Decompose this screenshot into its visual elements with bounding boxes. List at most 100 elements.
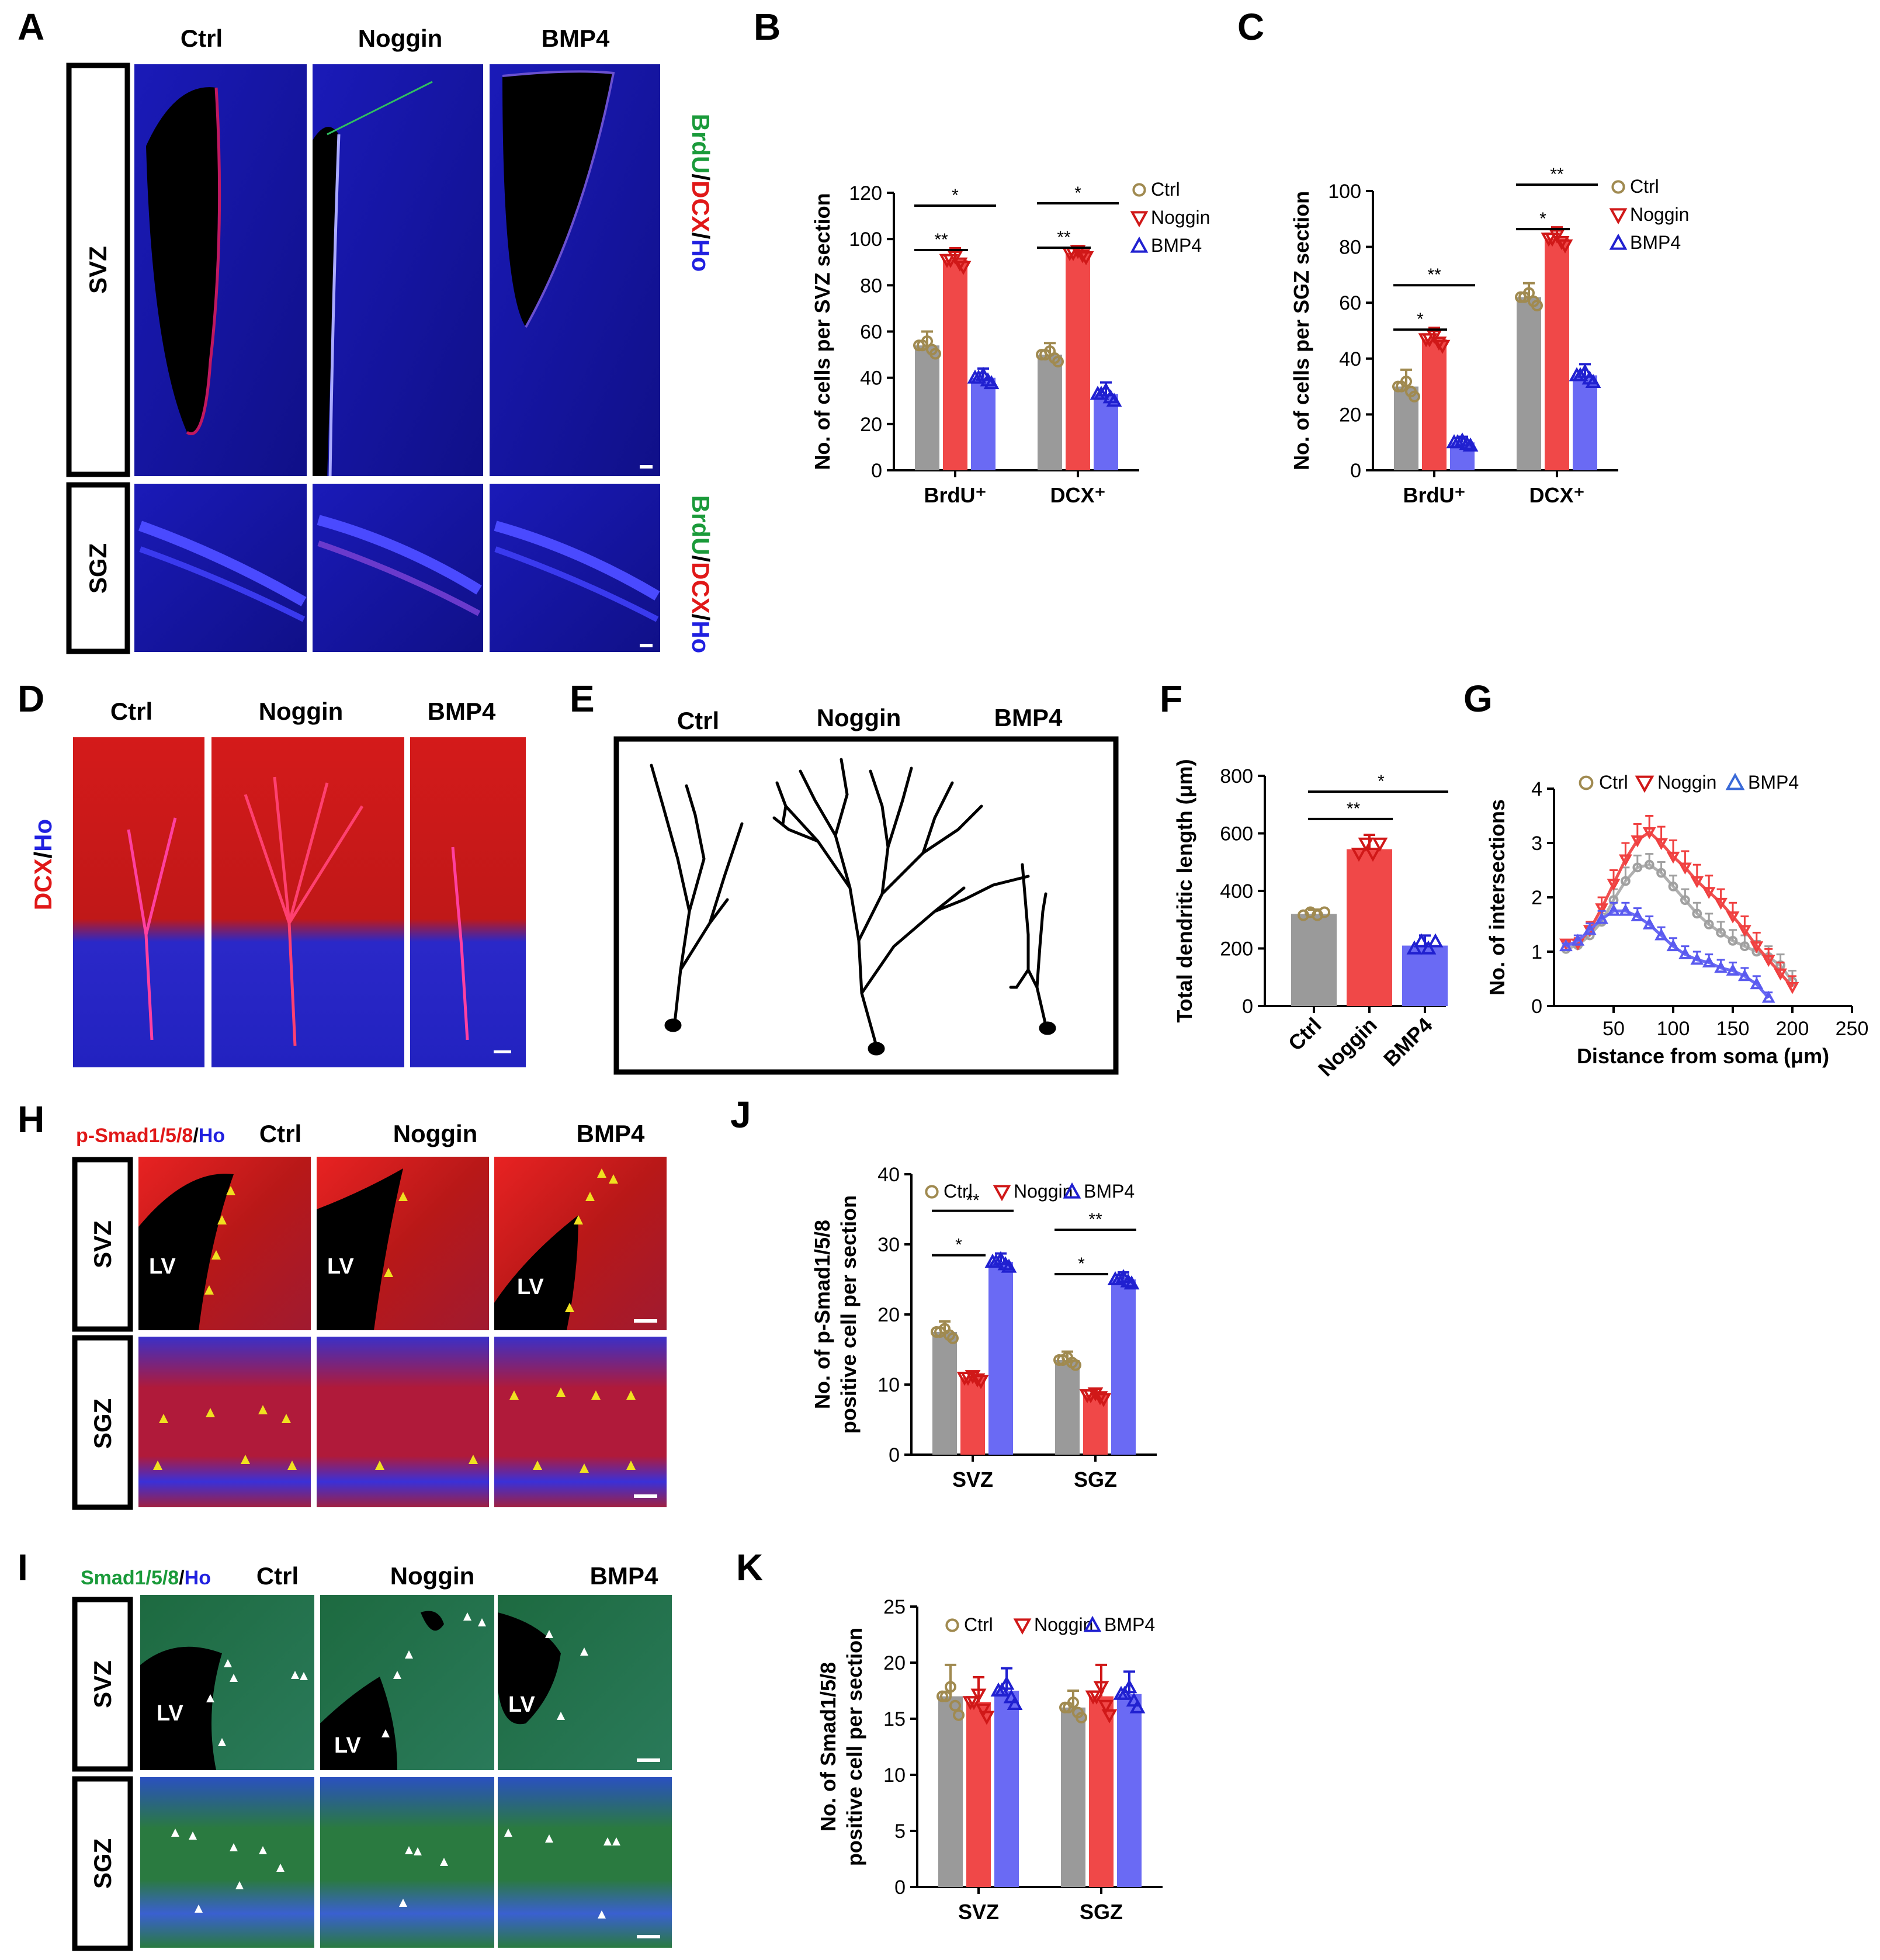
marker-up-triangle <box>1690 952 1704 965</box>
y-tick-label: 100 <box>849 228 882 251</box>
y-tick-label: 0 <box>889 1444 900 1466</box>
panel-E-tracings <box>650 758 1056 1056</box>
stain-segment: Ho <box>185 1567 211 1589</box>
legend-entry: Ctrl <box>1151 179 1180 200</box>
panel-E-header-noggin: Noggin <box>817 704 901 731</box>
bar-noggin <box>1066 252 1090 470</box>
marker-up-triangle <box>1462 437 1479 452</box>
x-category-label: SVZ <box>952 1468 993 1491</box>
panel-H-header-ctrl: Ctrl <box>259 1120 301 1147</box>
bar-ctrl <box>1061 1707 1085 1887</box>
chart-F: F 0 200 400 600 800 Total dendritic length (μm… <box>1160 678 1448 1081</box>
panel-D-header-bmp4: BMP4 <box>428 698 496 725</box>
marker-circle <box>953 1709 965 1721</box>
stain-segment: / <box>687 233 714 240</box>
panel-A-header-ctrl: Ctrl <box>181 25 223 52</box>
panel-I-header-bmp4: BMP4 <box>590 1562 658 1590</box>
marker-down-triangle <box>1750 941 1764 953</box>
panel-D-micrographs <box>73 737 526 1067</box>
legend-entry: BMP4 <box>1748 772 1799 793</box>
stain-segment: BrdU <box>687 495 714 556</box>
marker-down-triangle <box>1738 925 1751 937</box>
marker-circle <box>1579 775 1594 790</box>
marker-circle <box>945 1618 959 1632</box>
y-tick-label: 200 <box>1220 938 1253 960</box>
x-category-label: BMP4 <box>1379 1013 1437 1071</box>
marker-down-triangle <box>1607 879 1621 891</box>
marker-up-triangle <box>1559 939 1573 952</box>
micrograph-D-ctrl <box>73 737 204 1067</box>
panel-A-row-box-svz <box>66 63 130 477</box>
marker-down-triangle <box>942 254 959 268</box>
marker-up-triangle <box>1003 1689 1019 1704</box>
y-tick-label: 600 <box>1220 823 1253 845</box>
micrograph-I-sgz-noggin <box>320 1777 494 1948</box>
marker-down-triangle <box>1093 1681 1109 1695</box>
significance-label: * <box>1539 209 1546 228</box>
marker-up-triangle <box>1093 386 1109 400</box>
y-axis-title: No. of intersections <box>1485 799 1509 995</box>
panel-E-label: E <box>570 678 595 720</box>
panel-I-row-box-svz <box>72 1597 133 1772</box>
marker-up-triangle <box>1126 1692 1142 1707</box>
y-tick-label: 10 <box>883 1764 906 1786</box>
panel-H-row-box-sgz <box>72 1335 133 1510</box>
x-category-label: DCX⁺ <box>1529 483 1584 507</box>
y-tick-label: 20 <box>1339 404 1361 426</box>
y-tick-label: 3 <box>1531 832 1542 855</box>
lv-label: LV <box>334 1733 361 1758</box>
panel-D-header-noggin: Noggin <box>259 698 344 725</box>
marker-up-triangle <box>1725 772 1745 790</box>
marker-up-triangle <box>1413 933 1430 948</box>
marker-circle <box>1621 876 1631 886</box>
marker-up-triangle <box>1619 904 1632 916</box>
soma <box>868 1042 885 1056</box>
marker-up-triangle <box>998 1675 1015 1690</box>
marker-down-triangle <box>970 1688 987 1703</box>
panel-D-header-ctrl: Ctrl <box>110 698 152 725</box>
neuron-tracing-noggin <box>772 758 1030 1047</box>
marker-down-triangle <box>969 1373 986 1387</box>
y-tick-label: 4 <box>1531 778 1542 800</box>
panel-H-row-svz: SVZ <box>89 1220 116 1268</box>
y-tick-label: 0 <box>1242 995 1253 1018</box>
y-tick-label: 0 <box>894 1876 906 1899</box>
bar-bmp4 <box>988 1262 1013 1455</box>
significance-label: ** <box>1550 165 1564 184</box>
marker-down-triangle <box>1666 851 1680 864</box>
marker-up-triangle <box>1607 904 1621 916</box>
lv-label: LV <box>517 1275 544 1299</box>
micrograph-I-sgz-ctrl <box>140 1777 314 1948</box>
panel-A-stain-label-sgz: BrdU/DCX/Ho <box>687 495 714 654</box>
scale-bar <box>634 1319 657 1323</box>
marker-circle <box>925 1185 939 1199</box>
marker-down-triangle <box>1654 838 1668 851</box>
marker-up-triangle <box>1123 1275 1140 1290</box>
marker-down-triangle <box>966 1696 982 1711</box>
stain-segment: / <box>29 851 57 858</box>
marker-circle <box>1644 859 1654 870</box>
marker-down-triangle <box>1761 955 1775 967</box>
panel-A-stain-label-svz: BrdU/DCX/Ho <box>687 114 714 272</box>
marker-down-triangle <box>1431 337 1447 351</box>
arrowhead-markers <box>171 1612 620 1919</box>
neuron-tracing-ctrl <box>650 764 744 1024</box>
marker-down-triangle <box>1426 329 1442 344</box>
marker-down-triangle <box>1774 968 1787 981</box>
marker-up-triangle <box>1583 922 1597 935</box>
x-category-label: SVZ <box>958 1900 999 1924</box>
marker-up-triangle <box>1449 434 1466 449</box>
panel-H-label: H <box>18 1098 44 1140</box>
panel-A-micrographs <box>134 64 660 652</box>
stain-segment: DCX <box>29 858 57 910</box>
marker-up-triangle <box>1609 233 1628 250</box>
marker-down-triangle <box>1130 211 1149 228</box>
marker-down-triangle <box>1549 229 1565 244</box>
bar-ctrl <box>1394 386 1418 470</box>
stain-segment: Ho <box>687 239 714 272</box>
y-tick-label: 100 <box>1328 181 1361 203</box>
y-tick-label: 400 <box>1220 880 1253 903</box>
marker-down-triangle <box>1421 333 1438 348</box>
marker-down-triangle <box>1553 235 1570 251</box>
marker-up-triangle <box>1654 928 1668 941</box>
